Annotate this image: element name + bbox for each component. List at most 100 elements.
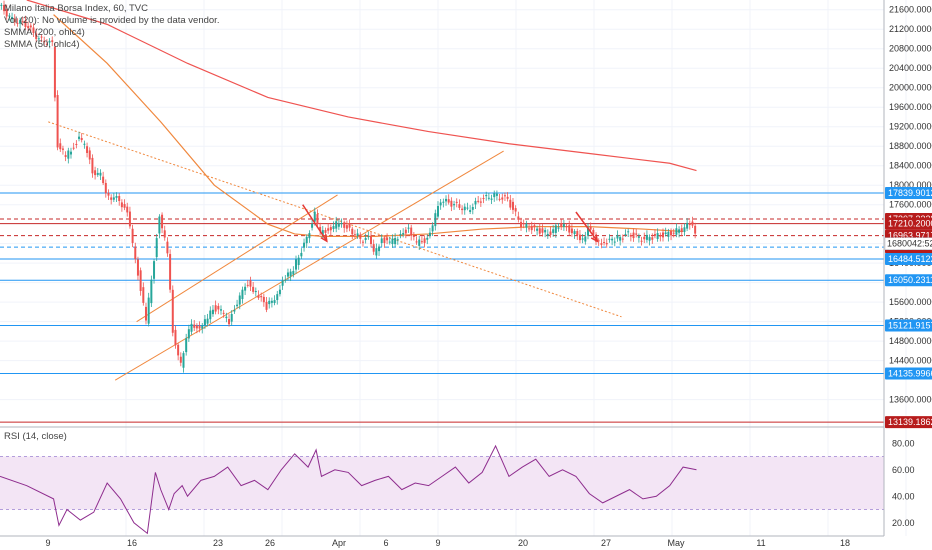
price-tick-label: 20800.0000 bbox=[889, 44, 932, 54]
candle-body bbox=[78, 136, 81, 139]
candle-body bbox=[295, 259, 298, 270]
candle-body bbox=[284, 279, 287, 281]
candle-body bbox=[187, 329, 190, 339]
candle-body bbox=[586, 227, 589, 236]
candle-body bbox=[445, 198, 448, 202]
candle-body bbox=[662, 232, 664, 238]
candle-body bbox=[402, 232, 405, 235]
level-tag-text: 17210.2000 bbox=[888, 219, 932, 229]
candle-body bbox=[576, 231, 579, 236]
price-tick-label: 13600.0000 bbox=[889, 395, 932, 405]
arrow-down-2 bbox=[575, 211, 598, 242]
candle-body bbox=[466, 207, 469, 209]
rsi-tick-label: 20.00 bbox=[892, 518, 915, 528]
candle-body bbox=[372, 244, 375, 252]
candle-body bbox=[482, 198, 485, 200]
candle-body bbox=[637, 236, 640, 238]
candle-body bbox=[88, 150, 91, 160]
candle-body bbox=[474, 200, 477, 205]
candle-body bbox=[161, 214, 164, 229]
candle-body bbox=[458, 204, 461, 208]
candle-body bbox=[603, 242, 606, 244]
candle-body bbox=[8, 15, 11, 17]
candle-body bbox=[509, 199, 512, 208]
candle-body bbox=[418, 239, 421, 246]
candle-body bbox=[5, 9, 8, 17]
candle-body bbox=[428, 232, 431, 237]
candle-body bbox=[635, 233, 638, 235]
candle-body bbox=[643, 236, 646, 240]
candle-body bbox=[214, 305, 217, 312]
candle-body bbox=[522, 223, 525, 225]
candle-body bbox=[128, 211, 131, 227]
candle-body bbox=[485, 194, 488, 197]
candle-body bbox=[544, 230, 547, 233]
candle-body bbox=[442, 201, 445, 203]
candle-body bbox=[99, 172, 102, 176]
candle-body bbox=[45, 43, 48, 45]
candle-body bbox=[562, 224, 565, 227]
level-tag-bg bbox=[885, 367, 932, 380]
candle-body bbox=[292, 270, 295, 275]
level-tag-bg bbox=[885, 253, 932, 266]
candle-body bbox=[21, 21, 24, 23]
candle-body bbox=[158, 216, 161, 234]
candle-body bbox=[495, 193, 498, 196]
candle-body bbox=[533, 225, 536, 227]
current-price-bg bbox=[884, 237, 932, 250]
candle-body bbox=[640, 240, 643, 242]
candle-body bbox=[48, 40, 51, 43]
level-tag-bg bbox=[885, 274, 932, 287]
candle-body bbox=[632, 232, 635, 239]
candle-body bbox=[367, 236, 370, 238]
candle-body bbox=[329, 227, 332, 231]
candle-body bbox=[185, 338, 188, 353]
candle-body bbox=[629, 235, 632, 237]
candle-body bbox=[621, 238, 624, 240]
candle-body bbox=[153, 261, 156, 279]
candle-body bbox=[11, 16, 14, 20]
candle-body bbox=[407, 227, 410, 229]
candle-body bbox=[691, 221, 694, 226]
candle-body bbox=[225, 316, 228, 319]
candle-body bbox=[391, 238, 394, 245]
level-tag-text: 15121.9157 bbox=[888, 320, 932, 330]
candle-body bbox=[115, 196, 118, 198]
arrow-down-2-head bbox=[590, 234, 599, 243]
grid bbox=[0, 0, 907, 536]
level-tag-bg bbox=[885, 186, 932, 199]
candle-body bbox=[570, 228, 573, 234]
legend-smma200: SMMA (200, ohlc4) bbox=[4, 27, 85, 38]
candle-body bbox=[589, 226, 592, 230]
candle-body bbox=[455, 201, 458, 203]
candle-body bbox=[233, 309, 236, 312]
candle-body bbox=[672, 232, 675, 234]
candle-body bbox=[613, 241, 616, 243]
candle-body bbox=[383, 237, 386, 243]
candle-body bbox=[434, 213, 437, 227]
candle-body bbox=[190, 323, 193, 332]
candle-body bbox=[83, 143, 86, 145]
candle-body bbox=[222, 312, 225, 314]
price-tick-label: 18400.0000 bbox=[889, 161, 932, 171]
time-tick-label: 16 bbox=[127, 538, 137, 548]
candle-body bbox=[605, 243, 608, 245]
time-tick-label: May bbox=[667, 538, 685, 548]
candle-body bbox=[35, 33, 38, 39]
candle-body bbox=[96, 172, 99, 175]
level-tag: 17839.9012 bbox=[885, 186, 932, 199]
candle-body bbox=[193, 324, 196, 328]
candle-body bbox=[126, 206, 129, 213]
candle-body bbox=[220, 309, 222, 311]
candle-body bbox=[568, 225, 571, 233]
price-tick-label: 14400.0000 bbox=[889, 356, 932, 366]
level-tag: 17210.2000 bbox=[885, 217, 932, 230]
candle-body bbox=[260, 296, 263, 298]
candle-body bbox=[683, 227, 686, 232]
price-tick-label: 21200.0000 bbox=[889, 24, 932, 34]
candle-body bbox=[581, 238, 584, 240]
candle-body bbox=[249, 280, 252, 287]
candle-body bbox=[351, 228, 354, 235]
candle-body bbox=[163, 230, 166, 238]
